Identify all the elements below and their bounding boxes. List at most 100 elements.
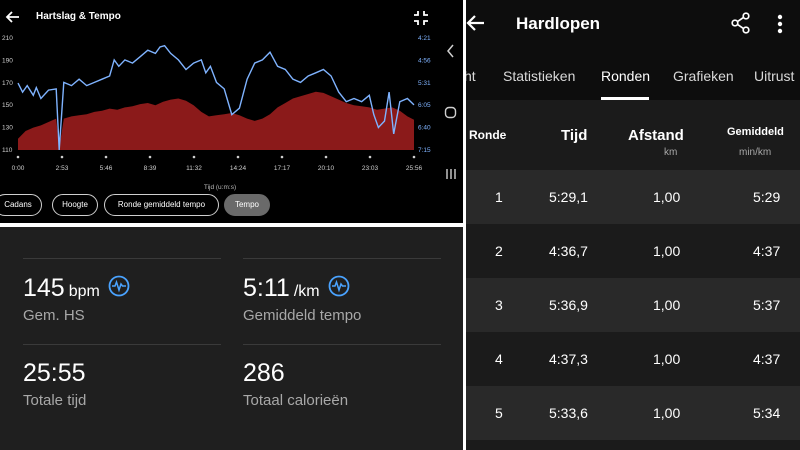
y-right-tick-label: 5:31 bbox=[418, 80, 431, 87]
cell-gemiddeld: 4:37 bbox=[753, 351, 781, 367]
divider bbox=[23, 344, 221, 345]
cell-ronde: 3 bbox=[495, 297, 503, 313]
x-tick-mark bbox=[104, 155, 108, 159]
chip-ronde-gemiddeld-tempo[interactable]: Ronde gemiddeld tempo bbox=[104, 194, 219, 216]
divider bbox=[243, 258, 441, 259]
cell-afstand: 1,00 bbox=[653, 351, 681, 367]
heart-rate-tempo-chart: 0:00 2:53 5:46 8:39 11:32 14:24 17:17 20:10 23:0… bbox=[2, 35, 431, 172]
cell-ronde: 4 bbox=[495, 351, 503, 367]
tab-grafieken[interactable]: Grafieken bbox=[673, 68, 734, 84]
divider bbox=[243, 344, 441, 345]
cell-afstand: 1,00 bbox=[653, 297, 681, 313]
column-unit-gemiddeld: min/km bbox=[739, 147, 772, 158]
column-unit-afstand: km bbox=[664, 147, 678, 158]
summary-screen: 145 bpm Gem. HS 5:11/km Gemiddeld tempo 2… bbox=[0, 227, 463, 450]
stat-value: 5:11 bbox=[243, 274, 290, 302]
cell-tijd: 4:37,3 bbox=[549, 351, 588, 367]
cell-afstand: 1,00 bbox=[653, 189, 681, 205]
table-row[interactable]: 1 5:29,1 1,00 5:29 bbox=[466, 170, 800, 224]
chart-screen: 0:00 2:53 5:46 8:39 11:32 14:24 17:17 20:10 23:0… bbox=[0, 0, 463, 223]
cell-gemiddeld: 5:37 bbox=[753, 297, 781, 313]
chevron-left-icon[interactable] bbox=[446, 44, 456, 58]
x-tick-mark bbox=[60, 155, 64, 159]
stat-label: Gem. HS bbox=[23, 307, 85, 324]
y-left-tick-label: 170 bbox=[2, 80, 13, 87]
chip-hoogte[interactable]: Hoogte bbox=[52, 194, 98, 216]
cell-afstand: 1,00 bbox=[653, 243, 681, 259]
x-tick-label: 25:56 bbox=[406, 165, 423, 172]
y-right-tick-label: 4:56 bbox=[418, 58, 431, 65]
tab-ronden[interactable]: Ronden bbox=[601, 68, 651, 84]
circle-home-icon[interactable] bbox=[444, 106, 457, 119]
table-row[interactable]: 5 5:33,6 1,00 5:34 bbox=[466, 386, 800, 440]
y-left-tick-label: 210 bbox=[2, 35, 13, 42]
table-row[interactable]: 4 4:37,3 1,00 4:37 bbox=[466, 332, 800, 386]
x-tick-label: 5:46 bbox=[100, 165, 113, 172]
cell-gemiddeld: 4:37 bbox=[753, 243, 781, 259]
cell-gemiddeld: 5:29 bbox=[753, 189, 781, 205]
back-arrow-icon[interactable] bbox=[466, 13, 486, 33]
y-left-tick-label: 130 bbox=[2, 125, 13, 132]
x-tick-mark bbox=[324, 155, 328, 159]
stat-label: Totaal calorieën bbox=[243, 392, 349, 409]
app-bar: Hardlopen bbox=[466, 0, 800, 50]
x-tick-mark bbox=[236, 155, 240, 159]
cell-tijd: 5:33,6 bbox=[549, 405, 588, 421]
x-tick-label: 17:17 bbox=[274, 165, 291, 172]
tab-uitrusting[interactable]: Uitrust bbox=[754, 68, 795, 84]
column-header-gemiddeld: Gemiddeld bbox=[727, 126, 784, 138]
column-header-ronde: Ronde bbox=[469, 128, 507, 142]
y-left-tick-label: 150 bbox=[2, 102, 13, 109]
recents-icon[interactable] bbox=[445, 168, 457, 180]
x-tick-mark bbox=[16, 155, 20, 159]
x-axis-title: Tijd (u:m:s) bbox=[203, 184, 237, 191]
cell-tijd: 5:36,9 bbox=[549, 297, 588, 313]
cell-tijd: 4:36,7 bbox=[549, 243, 588, 259]
tempo-line bbox=[17, 44, 415, 151]
more-vert-icon[interactable] bbox=[774, 12, 786, 36]
tab-statistieken[interactable]: Statistieken bbox=[503, 68, 576, 84]
x-tick-label: 20:10 bbox=[318, 165, 335, 172]
page-title: Hardlopen bbox=[516, 14, 601, 33]
tab-overview[interactable]: ht bbox=[466, 68, 476, 84]
y-left-tick-label: 190 bbox=[2, 57, 13, 64]
y-right-tick-label: 6:40 bbox=[418, 125, 431, 132]
x-tick-mark bbox=[148, 155, 152, 159]
x-tick-label: 11:32 bbox=[186, 165, 202, 172]
x-tick-mark bbox=[280, 155, 284, 159]
x-tick-label: 0:00 bbox=[12, 165, 25, 172]
back-arrow-icon[interactable] bbox=[5, 9, 21, 25]
stat-average-pace: 5:11/km Gemiddeld tempo bbox=[243, 274, 361, 324]
cell-afstand: 1,00 bbox=[653, 405, 681, 421]
chip-tempo[interactable]: Tempo bbox=[224, 194, 270, 216]
stat-label: Gemiddeld tempo bbox=[243, 307, 362, 324]
heart-rate-icon[interactable] bbox=[328, 275, 350, 297]
laps-screen: Hardlopen ht Statistieken Ronden Grafiek… bbox=[466, 0, 800, 450]
share-icon[interactable] bbox=[730, 12, 752, 34]
chip-cadans[interactable]: Cadans bbox=[0, 194, 42, 216]
table-row[interactable]: 2 4:36,7 1,00 4:37 bbox=[466, 224, 800, 278]
table-header: Ronde Tijd Afstand km Gemiddeld min/km bbox=[466, 100, 800, 170]
cell-ronde: 5 bbox=[495, 405, 503, 421]
x-tick-label: 8:39 bbox=[144, 165, 157, 172]
x-tick-mark bbox=[412, 155, 416, 159]
x-tick-label: 2:53 bbox=[56, 165, 69, 172]
column-header-tijd: Tijd bbox=[561, 127, 588, 144]
fullscreen-exit-icon[interactable] bbox=[413, 10, 429, 26]
heart-rate-area bbox=[18, 91, 414, 150]
column-header-afstand: Afstand bbox=[628, 127, 684, 144]
cell-tijd: 5:29,1 bbox=[549, 189, 588, 205]
x-tick-mark bbox=[192, 155, 196, 159]
cell-ronde: 2 bbox=[495, 243, 503, 259]
y-right-tick-label: 7:15 bbox=[418, 147, 431, 154]
table-row bbox=[466, 440, 800, 450]
tab-bar: ht Statistieken Ronden Grafieken Uitrust bbox=[466, 50, 800, 100]
stat-total-calories: 286 Totaal calorieën bbox=[243, 359, 348, 409]
x-tick-label: 23:03 bbox=[362, 165, 379, 172]
table-row[interactable]: 3 5:36,9 1,00 5:37 bbox=[466, 278, 800, 332]
stat-value: 286 bbox=[243, 359, 285, 387]
x-tick-mark bbox=[368, 155, 372, 159]
heart-rate-icon[interactable] bbox=[108, 275, 130, 297]
stat-label: Totale tijd bbox=[23, 392, 87, 409]
chart-header: Hartslag & Tempo bbox=[0, 0, 463, 34]
